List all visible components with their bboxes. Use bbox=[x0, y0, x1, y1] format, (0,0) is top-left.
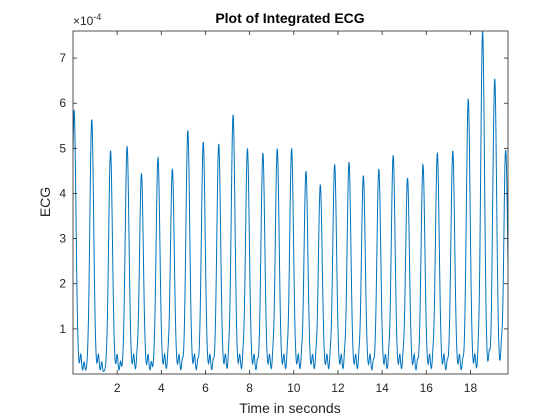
y-tick-label: 6 bbox=[59, 96, 66, 110]
y-tick-label: 7 bbox=[59, 51, 66, 65]
x-axis-label: Time in seconds bbox=[239, 400, 340, 416]
axes-box bbox=[72, 30, 509, 375]
x-tick-label: 6 bbox=[202, 381, 209, 395]
x-tick-label: 12 bbox=[331, 381, 345, 395]
x-tick-label: 4 bbox=[158, 381, 165, 395]
y-exponent-label: ×10-4 bbox=[73, 12, 101, 28]
x-tick-label: 16 bbox=[420, 381, 434, 395]
y-tick-label: 2 bbox=[59, 277, 66, 291]
x-tick-label: 2 bbox=[114, 381, 121, 395]
y-tick-label: 4 bbox=[59, 186, 66, 200]
x-tick-label: 18 bbox=[464, 381, 478, 395]
y-axis-label: ECG bbox=[37, 187, 53, 217]
ecg-series-line bbox=[73, 31, 508, 372]
x-ticks: 2 4 6 8 10 12 14 16 18 bbox=[114, 31, 478, 395]
y-ticks: 1 2 3 4 5 6 7 bbox=[59, 51, 508, 336]
y-tick-label: 5 bbox=[59, 141, 66, 155]
x-tick-label: 14 bbox=[375, 381, 389, 395]
y-tick-label: 1 bbox=[59, 322, 66, 336]
series-layer bbox=[73, 31, 508, 372]
chart-title: Plot of Integrated ECG bbox=[215, 10, 364, 26]
x-tick-label: 10 bbox=[287, 381, 301, 395]
y-tick-label: 3 bbox=[59, 232, 66, 246]
x-tick-label: 8 bbox=[246, 381, 253, 395]
